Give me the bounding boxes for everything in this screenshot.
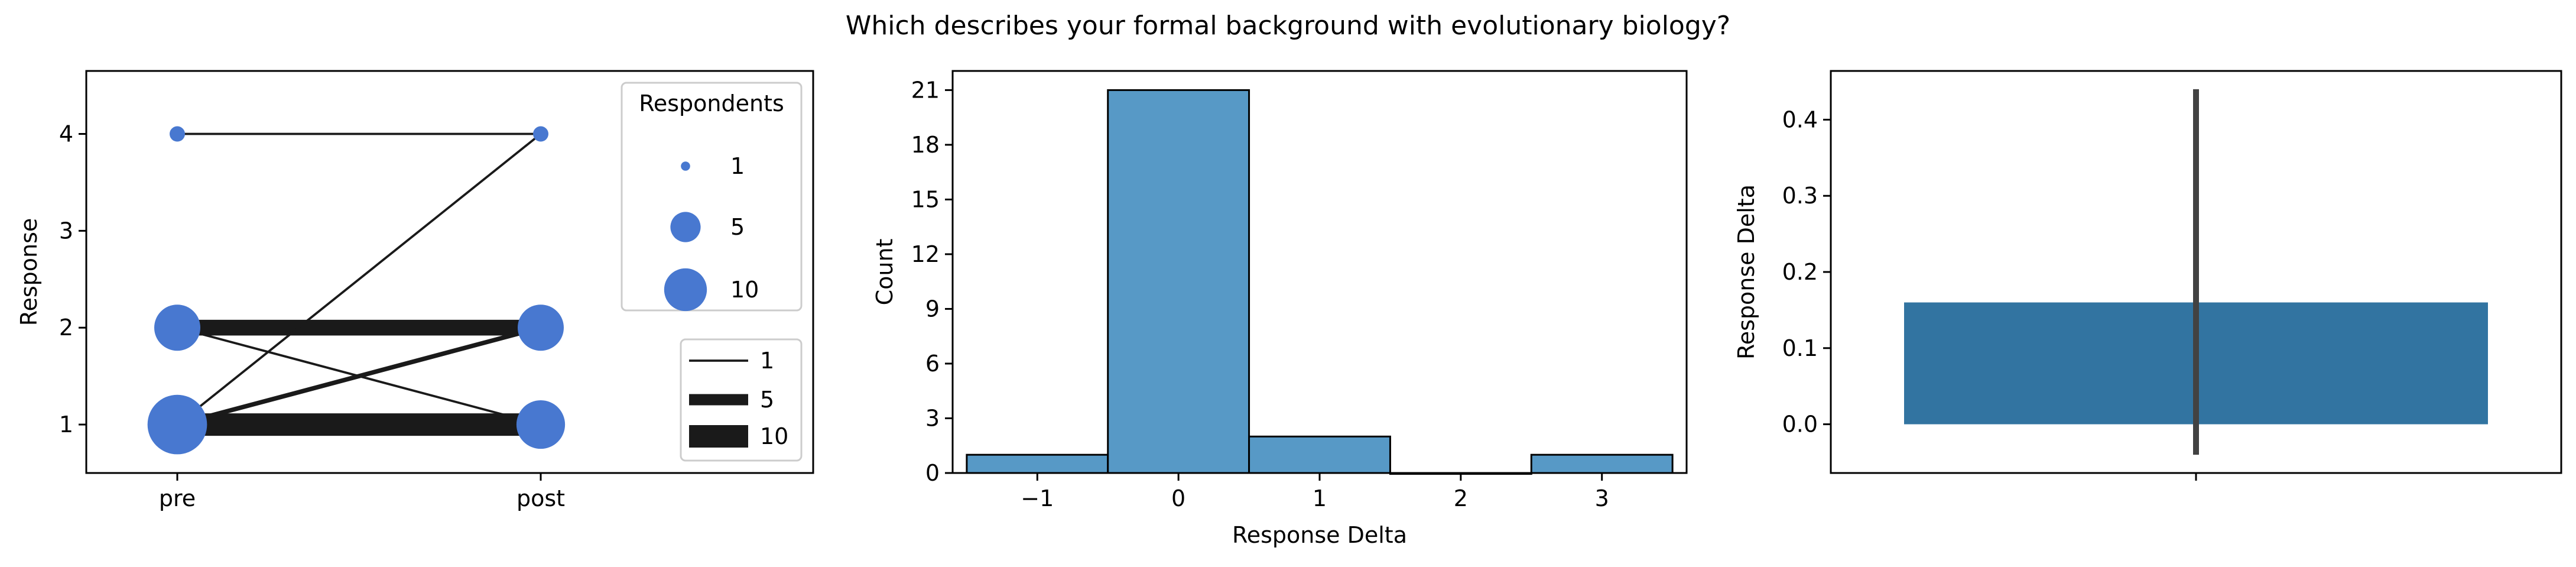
slope-node (147, 394, 207, 455)
slope-edge (176, 133, 542, 426)
histogram-ytick-label: 0 (925, 460, 940, 486)
node-size-legend-title: Respondents (639, 90, 784, 116)
slope-ytick-label: 4 (59, 121, 73, 147)
slope-node (518, 304, 564, 351)
slope-chart-ylabel: Response (16, 218, 42, 326)
histogram-xtick-label: −1 (1021, 485, 1054, 511)
histogram-ytick-label: 9 (925, 296, 940, 322)
histogram-bar (966, 453, 1109, 474)
mean-bar-ytick-label: 0.4 (1782, 106, 1818, 132)
legend-node-label: 1 (730, 153, 745, 179)
histogram-ytick-label: 18 (911, 132, 940, 158)
histogram-ytick-label: 3 (925, 405, 940, 431)
histogram-bar (1107, 89, 1250, 474)
mean-bar-ylabel: Response Delta (1733, 184, 1759, 359)
figure-title: Which describes your formal background w… (845, 11, 1731, 41)
slope-node (154, 304, 200, 351)
slope-ytick-label: 1 (59, 412, 73, 438)
slope-edge (177, 325, 541, 427)
mean-bar-chart: 0.0 0.1 0.2 0.3 0.4 Response Delta (1733, 70, 2562, 481)
histogram-bar (1248, 435, 1391, 474)
histogram-xtick-label: 0 (1171, 485, 1185, 511)
histogram-xtick-label: 2 (1454, 485, 1468, 511)
legend-edge-label: 1 (760, 348, 774, 374)
slope-xtick-label: pre (159, 485, 196, 511)
histogram-ytick-label: 21 (911, 77, 940, 103)
legend-edge-label: 10 (760, 423, 788, 449)
histogram-ytick-label: 12 (911, 241, 940, 267)
histogram-ytick-label: 6 (925, 351, 940, 377)
histogram-ylabel: Count (872, 239, 898, 306)
histogram-bar (1530, 453, 1674, 474)
mean-bar-ytick-label: 0.2 (1782, 259, 1818, 285)
slope-ytick-label: 2 (59, 315, 73, 341)
slope-node (516, 400, 566, 449)
slope-chart-frame (85, 70, 814, 474)
histogram-xlabel: Response Delta (1232, 522, 1407, 548)
node-size-legend: Respondents 1 5 10 (621, 82, 803, 312)
legend-node-marker (681, 161, 690, 171)
mean-bar-ytick-label: 0.0 (1782, 412, 1818, 438)
legend-node-label: 10 (730, 277, 759, 303)
legend-node-marker (670, 212, 701, 242)
histogram-ytick-label: 15 (911, 186, 940, 212)
legend-node-marker (664, 268, 707, 312)
slope-xtick-label: post (517, 485, 565, 511)
mean-bar-ytick-label: 0.1 (1782, 335, 1818, 361)
histogram-xtick-label: 3 (1595, 485, 1609, 511)
legend-edge-label: 5 (760, 387, 774, 413)
slope-node (170, 126, 185, 142)
slope-node (533, 126, 548, 142)
mean-bar-ytick-label: 0.3 (1782, 183, 1818, 209)
slope-ytick-label: 3 (59, 218, 73, 244)
histogram-xtick-label: 1 (1313, 485, 1327, 511)
histogram-frame (951, 70, 1688, 474)
legend-node-label: 5 (730, 214, 745, 240)
